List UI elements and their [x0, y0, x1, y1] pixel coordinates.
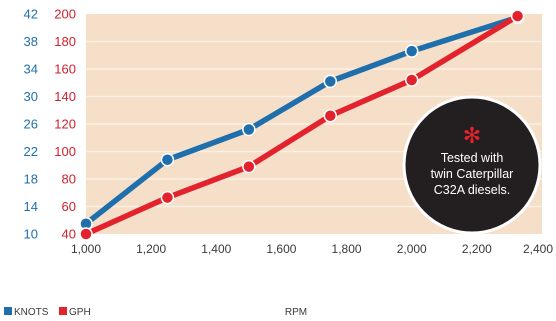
- y-tick-label-gph: 100: [54, 144, 76, 159]
- annotation-line-2: twin Caterpillar: [431, 167, 514, 181]
- y-tick-label-gph: 120: [54, 117, 76, 132]
- y-tick-label-knots: 10: [24, 227, 38, 242]
- y-tick-label-knots: 14: [24, 199, 38, 214]
- data-point-gph: [243, 161, 255, 173]
- x-tick-label: 2,200: [462, 242, 492, 256]
- x-axis-label: RPM: [285, 307, 307, 318]
- x-axis-ticks: 1,000 1,200 1,400 1,600 1,800 2,000 2,200 2,400: [71, 242, 553, 256]
- x-tick-label: 1,800: [332, 242, 362, 256]
- y-axis-right-ticks: 40 60 80 100 120 140 160 180 200: [54, 7, 76, 242]
- y-tick-label-gph: 40: [62, 227, 76, 242]
- y-tick-label-knots: 34: [24, 62, 38, 77]
- data-point-knots: [161, 154, 173, 166]
- legend-label-knots: KNOTS: [14, 307, 49, 318]
- legend-swatch-knots: [4, 307, 12, 315]
- y-tick-label-knots: 18: [24, 172, 38, 187]
- data-point-gph: [80, 228, 92, 240]
- annotation-line-3: C32A diesels.: [434, 183, 510, 197]
- annotation-line-1: Tested with: [441, 151, 504, 165]
- data-point-knots: [243, 124, 255, 136]
- y-tick-label-knots: 26: [24, 117, 38, 132]
- y-tick-label-gph: 60: [62, 199, 76, 214]
- x-tick-label: 2,000: [397, 242, 427, 256]
- y-tick-label-gph: 140: [54, 89, 76, 104]
- x-tick-label: 1,000: [71, 242, 101, 256]
- data-point-knots: [324, 75, 336, 87]
- data-point-knots: [406, 45, 418, 57]
- x-tick-label: 2,400: [523, 242, 553, 256]
- y-tick-label-knots: 22: [24, 144, 38, 159]
- y-tick-label-gph: 80: [62, 172, 76, 187]
- y-tick-label-knots: 38: [24, 34, 38, 49]
- legend: KNOTS GPH: [4, 307, 91, 318]
- y-tick-label-gph: 200: [54, 7, 76, 22]
- asterisk-icon: ✻: [463, 123, 481, 148]
- x-tick-label: 1,600: [266, 242, 296, 256]
- data-point-gph: [324, 110, 336, 122]
- legend-swatch-gph: [59, 307, 67, 315]
- y-tick-label-gph: 180: [54, 34, 76, 49]
- data-point-gph: [161, 192, 173, 204]
- y-axis-left-ticks: 10 14 18 22 26 30 34 38 42: [24, 7, 38, 242]
- x-tick-label: 1,200: [136, 242, 166, 256]
- y-tick-label-knots: 42: [24, 7, 38, 22]
- data-point-gph: [406, 74, 418, 86]
- x-tick-label: 1,400: [201, 242, 231, 256]
- legend-label-gph: GPH: [69, 307, 91, 318]
- annotation-circle: [404, 97, 540, 233]
- annotation-badge: ✻ Tested with twin Caterpillar C32A dies…: [404, 97, 540, 233]
- y-tick-label-gph: 160: [54, 62, 76, 77]
- y-tick-label-knots: 30: [24, 89, 38, 104]
- data-point-gph: [512, 10, 524, 22]
